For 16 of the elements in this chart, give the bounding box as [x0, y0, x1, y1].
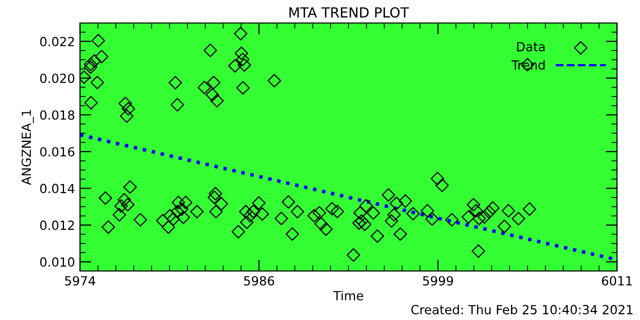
y-tick-label: 0.016	[40, 147, 74, 157]
y-tick-label: 0.010	[40, 257, 74, 267]
chart-title: MTA TREND PLOT	[289, 7, 409, 18]
x-tick-label: 5999	[423, 276, 454, 286]
x-axis-title: Time	[333, 290, 364, 300]
text: Created: Thu Feb 25 10:40:34 2021	[411, 304, 632, 314]
y-tick-label: 0.014	[40, 184, 74, 194]
y-tick-label: 0.012	[40, 220, 74, 230]
y-tick-label: 0.022	[40, 36, 74, 46]
legend-label: Data	[517, 42, 545, 52]
y-tick-label: 0.020	[40, 74, 74, 84]
x-tick-label: 5974	[65, 276, 96, 286]
x-tick-label: 5986	[244, 276, 274, 286]
x-tick-label: 6011	[602, 276, 632, 286]
y-axis-title: ANGZNEA_1	[22, 110, 34, 185]
y-tick-label: 0.018	[40, 110, 74, 120]
